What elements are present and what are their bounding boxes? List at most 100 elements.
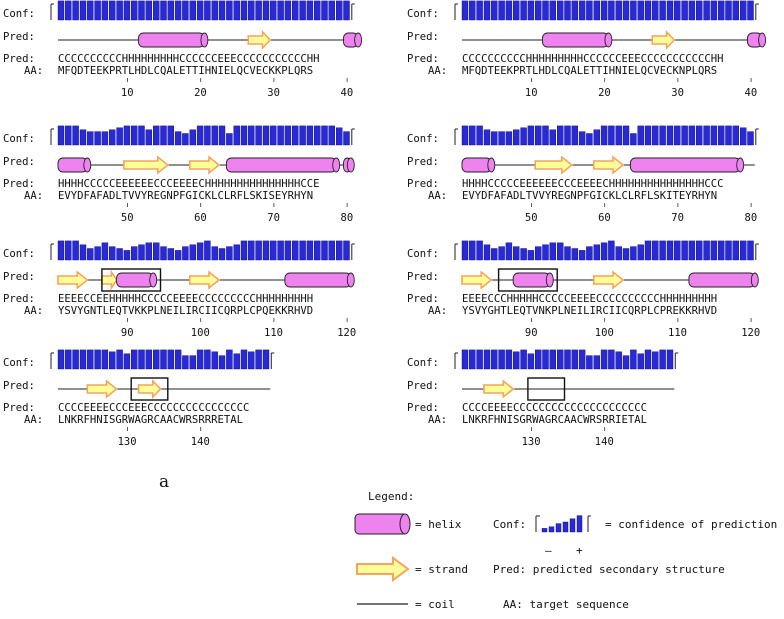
conf-bar — [696, 240, 703, 261]
tick-label: 110 — [264, 327, 283, 339]
pred-row-label: Pred: — [3, 178, 35, 190]
conf-bar — [556, 0, 564, 21]
pred-row-label: Pred: — [3, 293, 35, 305]
tick-label: 20 — [194, 87, 207, 99]
strand-icon — [483, 379, 515, 399]
conf-bar — [644, 125, 652, 146]
conf-bar — [637, 0, 644, 21]
conf-bar — [255, 0, 262, 21]
conf-bar — [740, 0, 747, 21]
conf-bar — [211, 125, 218, 146]
conf-bar — [644, 349, 652, 370]
conf-bar — [211, 246, 218, 261]
aa-label: AA: — [428, 190, 447, 202]
conf-bar — [138, 244, 145, 261]
pred-label: Pred: — [3, 271, 35, 283]
conf-bar — [255, 125, 262, 146]
conf-bar — [469, 349, 476, 370]
conf-bar — [608, 0, 615, 21]
conf-bar — [505, 131, 513, 146]
conf-bar — [248, 125, 255, 146]
aa-label: AA: — [24, 65, 43, 77]
conf-bar — [476, 125, 483, 146]
conf-bar — [615, 246, 622, 261]
strand-icon — [247, 30, 272, 50]
conf-bar — [138, 125, 145, 146]
conf-bar — [94, 131, 101, 146]
conf-bar — [556, 349, 564, 370]
conf-bar — [630, 133, 637, 146]
conf-bar — [343, 131, 350, 146]
conf-bar — [284, 0, 292, 21]
conf-bars — [454, 125, 759, 146]
conf-bar — [586, 246, 593, 261]
conf-bar — [542, 349, 549, 370]
legend-helix-text: = helix — [415, 518, 462, 531]
conf-bar — [681, 125, 688, 146]
pred-row-label: Pred: — [3, 402, 35, 414]
conf-bar — [328, 0, 335, 21]
pred-label: Pred: — [407, 156, 439, 168]
conf-bar — [637, 125, 644, 146]
highlight-box — [497, 268, 558, 292]
block-4: Conf:Pred:Pred:AA:CCCCEEEECCCCCCCCCCCCCC… — [407, 349, 679, 448]
conf-bar — [578, 250, 586, 261]
tick-label: 110 — [668, 327, 687, 339]
conf-bar — [79, 244, 87, 261]
pred-label: Pred: — [407, 380, 439, 392]
conf-bar — [240, 240, 248, 261]
pred-sequence: CCCCCCCCCCHHHHHHHHHCCCCCCEEECCCCCCCCCCCH… — [58, 53, 320, 65]
helix-icon — [225, 157, 337, 173]
pred-sequence: EEEECCEEHHHHHCCCCCEEEECCCCCCCCCHHHHHHHHH — [58, 293, 313, 305]
conf-bar — [145, 129, 153, 146]
conf-bar — [262, 0, 270, 21]
conf-bar — [108, 246, 116, 261]
aa-sequence: LNKRFHNISGRWAGRCAACWRSRRRETAL — [58, 414, 243, 426]
conf-bar — [476, 240, 483, 261]
legend-strand-text: = strand — [415, 563, 468, 576]
helix-icon — [688, 272, 756, 288]
conf-bar — [65, 240, 72, 261]
conf-bar — [277, 125, 284, 146]
conf-bar — [65, 125, 72, 146]
conf-bar — [732, 240, 739, 261]
conf-bar — [681, 0, 688, 21]
conf-bar — [160, 0, 167, 21]
conf-bar — [160, 349, 167, 370]
conf-bar — [152, 349, 160, 370]
tick-label: 40 — [745, 87, 758, 99]
conf-bar — [152, 0, 160, 21]
conf-bar — [498, 131, 505, 146]
conf-bar — [233, 244, 240, 261]
conf-bar — [167, 0, 175, 21]
conf-bar — [505, 242, 513, 261]
conf-bar — [747, 240, 754, 261]
helix-cap-icon — [487, 157, 496, 173]
aa-sequence: MFQDTEEKPRTLHDLCQALETTIHNIELQCVECKNPLQRS — [462, 65, 717, 77]
conf-bar — [160, 125, 167, 146]
highlight-box — [101, 268, 162, 292]
conf-bar — [732, 125, 739, 146]
conf-bar — [608, 125, 615, 146]
conf-bar — [461, 349, 469, 370]
conf-bar — [534, 125, 542, 146]
conf-bar — [512, 246, 520, 261]
helix-cap-icon — [149, 272, 158, 288]
conf-bar — [328, 125, 335, 146]
conf-bar — [644, 240, 652, 261]
conf-bar — [123, 250, 131, 261]
conf-bar — [343, 240, 350, 261]
legend-pred-text: Pred: predicted secondary structure — [493, 563, 725, 576]
conf-bar — [218, 248, 226, 261]
pred-sequence: CCCCEEEECCCEEECCCCCCCCCCCCCCCC — [58, 402, 249, 414]
conf-label: Conf: — [407, 357, 439, 369]
conf-bar — [469, 125, 476, 146]
tick-label: 100 — [191, 327, 210, 339]
conf-bar — [116, 127, 123, 146]
conf-bar — [461, 240, 469, 261]
conf-bar — [542, 125, 549, 146]
conf-bar — [578, 131, 586, 146]
conf-bar — [174, 131, 182, 146]
conf-bar — [600, 125, 608, 146]
block-3: Conf:Pred:Pred:AA:EEEECCEEHHHHHCCCCCEEEE… — [3, 240, 356, 339]
